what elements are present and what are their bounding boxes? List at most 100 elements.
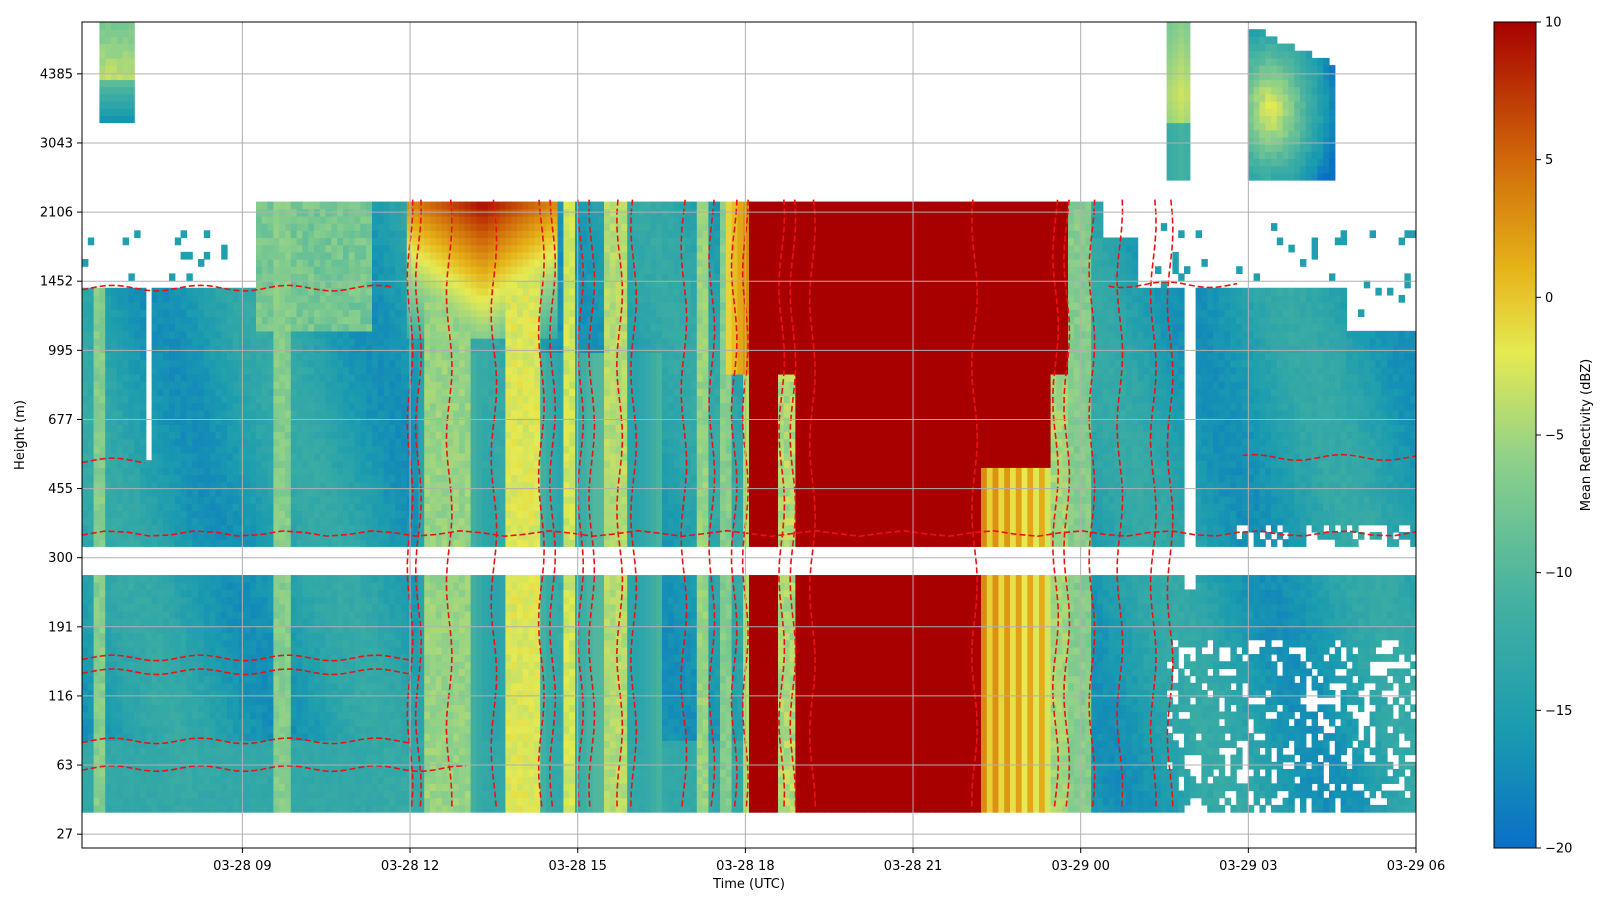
heat-cell xyxy=(308,452,315,461)
heat-cell xyxy=(389,797,396,806)
heat-cell xyxy=(290,438,298,447)
heat-cell xyxy=(331,373,338,382)
heat-cell xyxy=(395,524,402,533)
heat-cell xyxy=(401,510,408,519)
heat-cell xyxy=(430,330,437,339)
heat-cell xyxy=(192,488,199,497)
heat-cell xyxy=(296,531,303,540)
heat-cell xyxy=(134,381,141,389)
heat-cell xyxy=(221,718,228,727)
heat-cell xyxy=(343,395,350,404)
heat-cell xyxy=(244,366,251,375)
heat-cell xyxy=(273,395,280,404)
heat-cell xyxy=(163,496,170,504)
heat-cell xyxy=(232,783,240,792)
heat-cell xyxy=(221,503,228,512)
heat-cell xyxy=(186,682,193,691)
heat-cell xyxy=(140,452,147,461)
heat-cell xyxy=(302,733,309,741)
heat-cell xyxy=(302,575,309,583)
heat-cell xyxy=(453,661,460,670)
heat-cell xyxy=(354,797,361,806)
heat-cell xyxy=(372,596,379,605)
heat-cell xyxy=(157,747,164,756)
heat-cell xyxy=(250,381,257,389)
heat-cell xyxy=(354,589,361,598)
heat-cell xyxy=(395,646,402,655)
heat-cell xyxy=(372,718,379,727)
heat-cell xyxy=(290,431,298,440)
heat-cell xyxy=(267,704,274,713)
heat-cell xyxy=(354,259,361,267)
heat-cell xyxy=(267,510,274,519)
heat-cell xyxy=(360,215,367,224)
heat-cell xyxy=(151,452,158,461)
heat-cell xyxy=(174,316,182,325)
heat-cell xyxy=(366,395,373,404)
heat-cell xyxy=(412,776,419,784)
heat-cell xyxy=(82,704,89,713)
heat-cell xyxy=(93,323,100,332)
heat-cell xyxy=(157,725,164,734)
heat-cell xyxy=(441,675,448,684)
heat-cell xyxy=(209,589,216,598)
heat-cell xyxy=(412,323,419,332)
heat-cell xyxy=(435,445,443,454)
heat-cell xyxy=(261,531,269,540)
heat-cell xyxy=(122,50,129,59)
heat-cell xyxy=(82,711,89,720)
heat-cell xyxy=(447,496,454,504)
heat-cell xyxy=(256,424,263,433)
heat-cell xyxy=(430,589,437,598)
heat-cell xyxy=(151,675,158,684)
heat-cell xyxy=(192,661,199,670)
heat-cell xyxy=(308,596,315,605)
heat-cell xyxy=(82,287,89,296)
heat-cell xyxy=(93,790,100,799)
heat-cell xyxy=(308,790,315,799)
heat-cell xyxy=(122,790,129,799)
heat-cell xyxy=(128,582,135,591)
heat-cell xyxy=(430,237,437,246)
heat-cell xyxy=(319,610,327,619)
heat-cell xyxy=(331,431,338,440)
heat-cell xyxy=(435,481,443,490)
heat-cell xyxy=(140,409,147,418)
heat-cell xyxy=(105,287,112,296)
heat-cell xyxy=(186,704,193,713)
heat-cell xyxy=(111,531,118,540)
heat-cell xyxy=(430,768,437,777)
heat-cell xyxy=(261,539,269,547)
heat-cell xyxy=(279,323,286,332)
heat-cell xyxy=(285,330,292,339)
heat-cell xyxy=(116,409,124,418)
heat-cell xyxy=(244,481,251,490)
heat-cell xyxy=(151,488,158,497)
heat-cell xyxy=(134,603,141,612)
heat-cell xyxy=(343,237,350,246)
heat-cell xyxy=(273,768,280,777)
heat-cell xyxy=(337,460,344,468)
heat-cell xyxy=(250,596,257,605)
heat-cell xyxy=(290,582,298,591)
heat-cell xyxy=(430,625,437,634)
heat-cell xyxy=(157,668,164,677)
heat-cell xyxy=(366,309,373,318)
heat-cell xyxy=(273,618,280,626)
heat-cell xyxy=(435,711,443,720)
heat-cell xyxy=(354,280,361,289)
heat-cell xyxy=(296,467,303,476)
heat-cell xyxy=(203,338,211,346)
heat-cell xyxy=(174,682,182,691)
heat-cell xyxy=(348,582,356,591)
heat-cell xyxy=(116,36,124,45)
heat-cell xyxy=(308,661,315,670)
heat-cell xyxy=(412,452,419,461)
heat-cell xyxy=(395,510,402,519)
heat-cell xyxy=(331,488,338,497)
heat-cell xyxy=(279,345,286,353)
heat-cell xyxy=(435,280,443,289)
heat-cell xyxy=(232,481,240,490)
heat-cell xyxy=(435,603,443,612)
heat-cell xyxy=(441,208,448,217)
